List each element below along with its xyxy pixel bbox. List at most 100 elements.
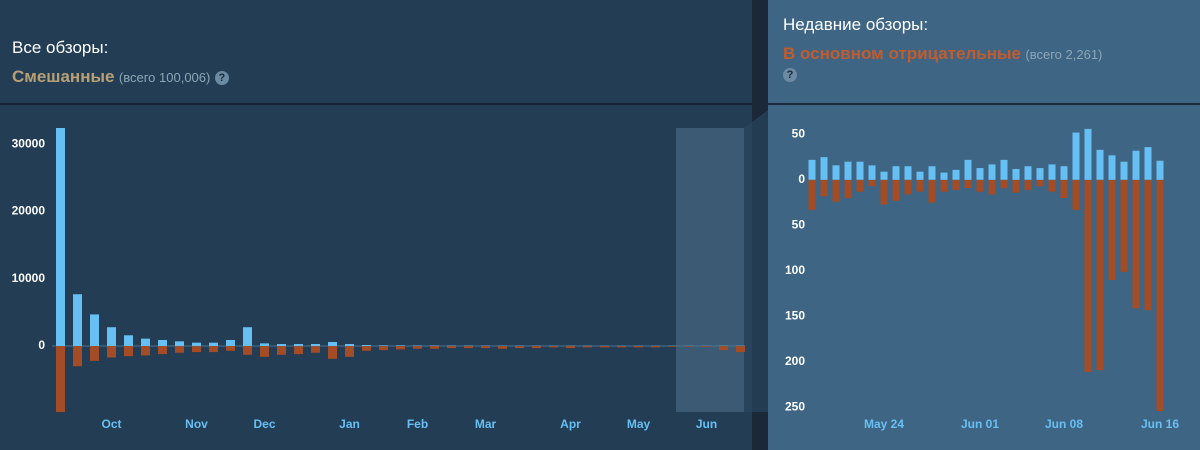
bar (685, 346, 694, 347)
bar (1132, 179, 1140, 309)
bar (328, 342, 337, 347)
y-tick-label: 0 (798, 172, 805, 186)
bar (1060, 179, 1068, 199)
x-tick-label: Apr (560, 417, 581, 431)
bar (192, 342, 201, 347)
y-tick-label: 100 (785, 263, 805, 277)
bar (808, 179, 816, 210)
right-panel (768, 0, 1200, 450)
bar (1012, 168, 1020, 180)
bar (107, 327, 116, 347)
bar (379, 346, 388, 351)
bar (904, 166, 912, 180)
bar (158, 339, 167, 347)
bar (820, 179, 828, 197)
bar (868, 165, 876, 180)
bar (209, 342, 218, 347)
bar (345, 344, 354, 347)
bar (243, 346, 252, 355)
bar (844, 161, 852, 180)
bar (141, 338, 150, 347)
rating: В основном отрицательные (783, 44, 1021, 63)
bar (1132, 150, 1140, 180)
bar (880, 171, 888, 180)
bar (56, 346, 65, 412)
bar (916, 171, 924, 180)
bar (566, 346, 575, 349)
help-icon[interactable]: ? (214, 71, 229, 85)
bar (226, 346, 235, 351)
y-tick-label: 50 (792, 218, 806, 232)
label: Недавние обзоры: (783, 15, 929, 34)
bar (141, 346, 150, 356)
bar (175, 346, 184, 353)
bar (1024, 166, 1032, 180)
bar (447, 346, 456, 349)
bar (952, 179, 960, 190)
bar (362, 345, 371, 347)
bar (260, 346, 269, 357)
bar (892, 179, 900, 201)
bar (345, 346, 354, 357)
bar (311, 344, 320, 347)
bar (1072, 132, 1080, 180)
bar (600, 346, 609, 348)
bar (1012, 179, 1020, 193)
bar (856, 161, 864, 180)
bar (964, 179, 972, 189)
bar (832, 179, 840, 202)
bar (976, 168, 984, 180)
bar (209, 346, 218, 353)
bar (430, 346, 439, 349)
y-tick-label: 200 (785, 354, 805, 368)
bar (532, 346, 541, 349)
y-tick-label: 150 (785, 309, 805, 323)
bar (868, 179, 876, 187)
bar (413, 345, 422, 347)
bar (1108, 155, 1116, 180)
bar (1048, 179, 1056, 192)
bar (1036, 179, 1044, 187)
bar (294, 346, 303, 355)
x-tick-label: Jun 01 (961, 417, 999, 431)
y-tick-label: 50 (792, 127, 806, 141)
bar (294, 344, 303, 347)
bar (820, 157, 828, 180)
x-tick-label: Dec (253, 417, 275, 431)
bar (1096, 149, 1104, 180)
bar (1156, 160, 1164, 180)
help-icon[interactable]: ? (783, 68, 797, 82)
x-tick-label: Jun (696, 417, 717, 431)
y-tick-label: 20000 (12, 204, 46, 218)
bar (1036, 168, 1044, 180)
bar (464, 346, 473, 349)
bar (498, 346, 507, 349)
x-tick-label: Nov (185, 417, 208, 431)
bar (396, 345, 405, 347)
bar (1048, 164, 1056, 180)
bar (413, 346, 422, 349)
bar (904, 179, 912, 195)
bar (277, 344, 286, 347)
bar (90, 346, 99, 361)
x-tick-label: Jun 08 (1045, 417, 1083, 431)
bar (1000, 179, 1008, 189)
bar (1024, 179, 1032, 190)
bar (1072, 179, 1080, 210)
zoom-connector (744, 110, 768, 412)
bar (916, 179, 924, 192)
x-tick-label: May (627, 417, 651, 431)
bar (651, 346, 660, 348)
bar (892, 166, 900, 180)
bar (73, 346, 82, 367)
rating-line: Смешанные (всего 100,006) ? (12, 67, 229, 87)
total: (всего 100,006) (118, 70, 211, 85)
bar (940, 179, 948, 192)
y-tick-label: 10000 (12, 271, 46, 285)
bar (1000, 159, 1008, 180)
bar (617, 346, 626, 348)
bar (952, 169, 960, 180)
bar (175, 341, 184, 347)
x-tick-label: May 24 (864, 417, 904, 431)
